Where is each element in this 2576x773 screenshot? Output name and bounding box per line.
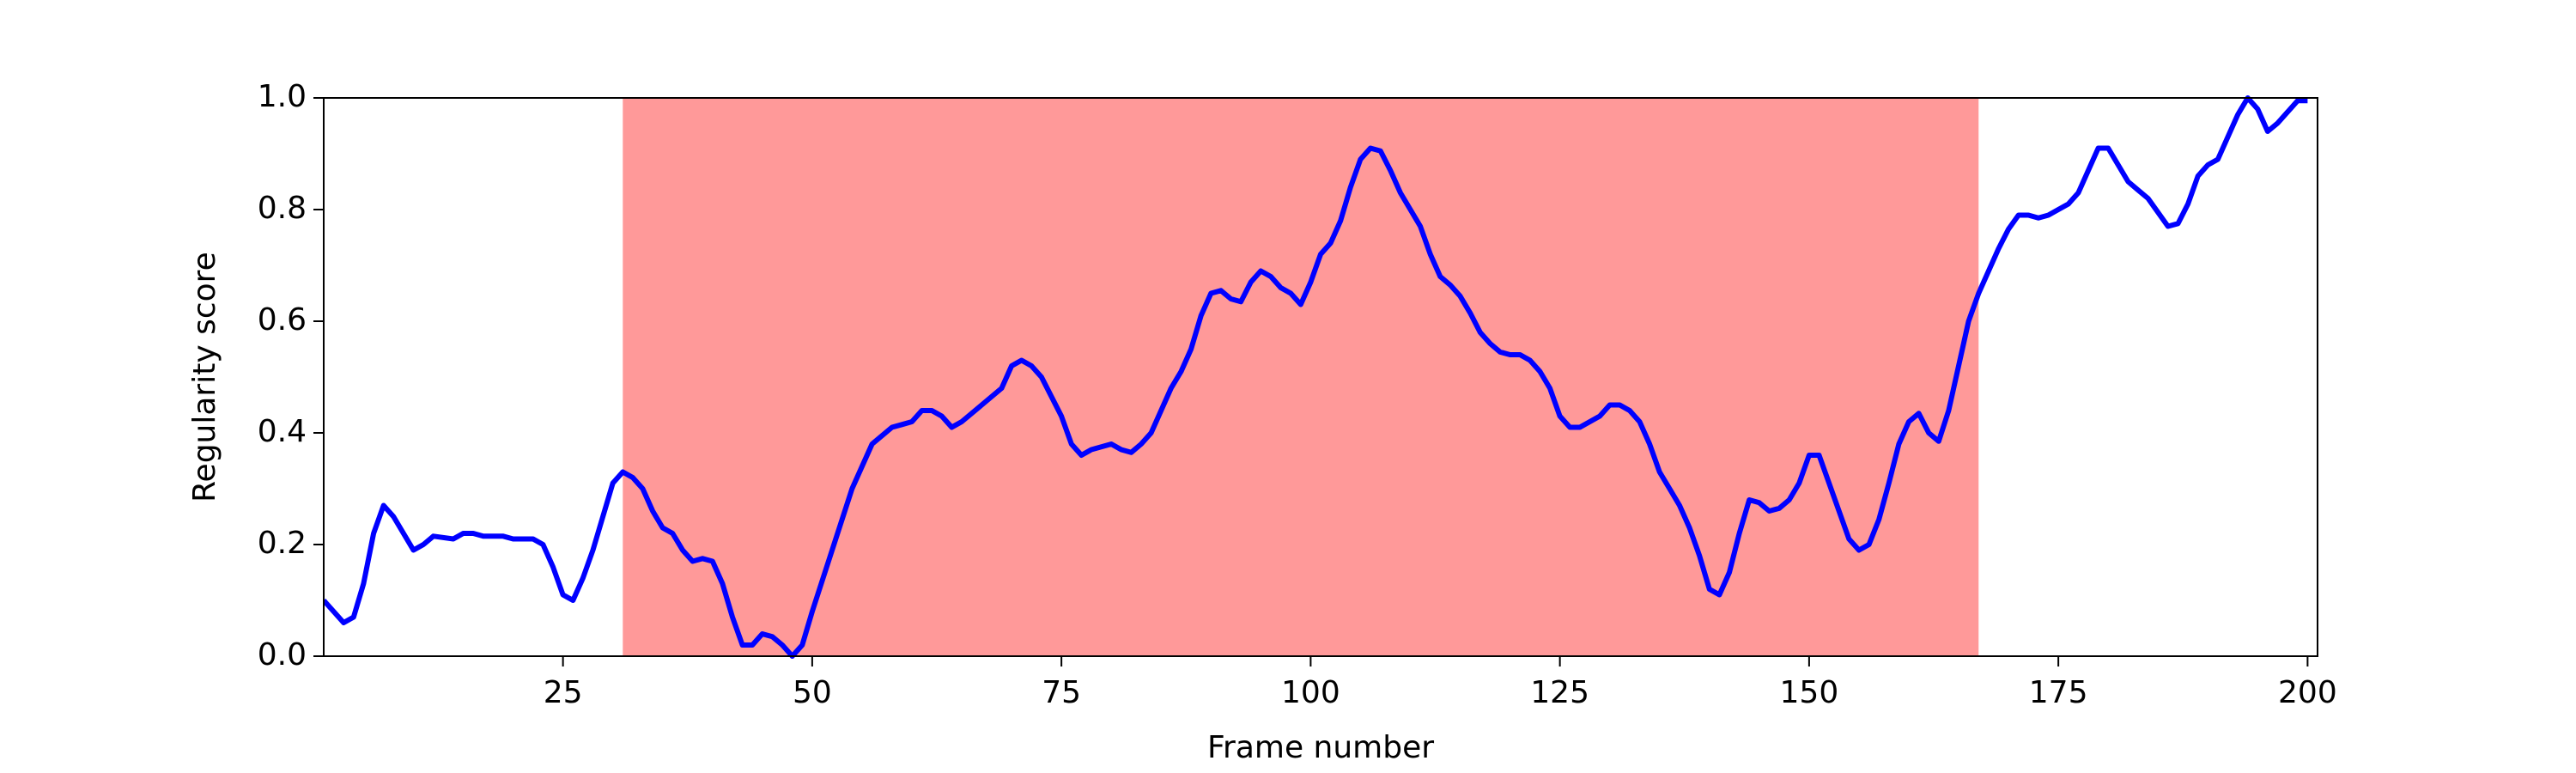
x-tick-label: 25 bbox=[544, 675, 583, 710]
x-tick-label: 200 bbox=[2278, 675, 2337, 710]
y-tick-label: 1.0 bbox=[258, 79, 307, 114]
highlight-span bbox=[623, 98, 1979, 656]
plot-frame bbox=[323, 97, 2318, 657]
y-tick-label: 0.8 bbox=[258, 191, 307, 226]
x-tick-label: 75 bbox=[1042, 675, 1081, 710]
x-tick-label: 100 bbox=[1281, 675, 1340, 710]
y-tick-label: 0.6 bbox=[258, 302, 307, 338]
y-axis-label: Regularity score bbox=[187, 252, 222, 502]
y-tick-label: 0.2 bbox=[258, 526, 307, 561]
x-tick-label: 125 bbox=[1530, 675, 1589, 710]
y-tick-label: 0.4 bbox=[258, 414, 307, 449]
x-tick-label: 175 bbox=[2029, 675, 2088, 710]
y-tick-label: 0.0 bbox=[258, 637, 307, 673]
data-line bbox=[324, 95, 2308, 659]
x-tick-label: 150 bbox=[1780, 675, 1839, 710]
x-tick-label: 50 bbox=[793, 675, 832, 710]
x-axis-label: Frame number bbox=[1207, 730, 1434, 765]
